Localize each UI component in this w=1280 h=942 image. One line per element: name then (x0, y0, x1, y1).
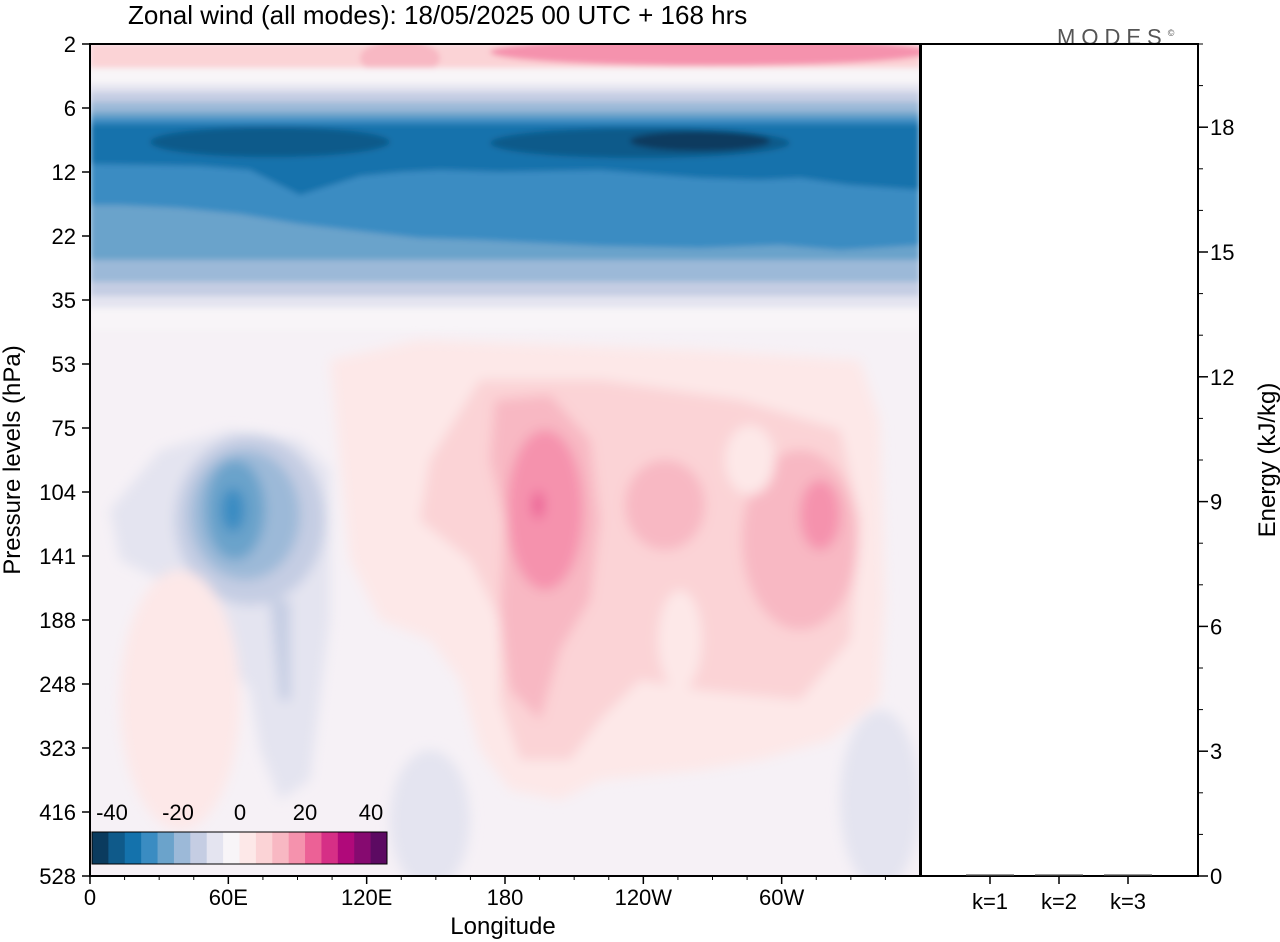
west-core-c2 (800, 480, 840, 550)
colorbar-label: 0 (234, 800, 246, 825)
band-top-core (490, 44, 920, 66)
x-tick-label: 60W (759, 885, 804, 910)
y-tick-label: 22 (52, 224, 76, 249)
energy-bar (1104, 874, 1152, 876)
category-label: k=1 (972, 889, 1008, 914)
band-lav-1 (90, 84, 920, 94)
energy-tick-label: 3 (1210, 739, 1222, 764)
colorbar-label: 20 (293, 800, 317, 825)
colorbar-swatch (288, 832, 306, 864)
colorbar-swatch (124, 832, 142, 864)
y-tick-label: 2 (64, 32, 76, 57)
colorbar-swatch (239, 832, 257, 864)
x-tick-label: 180 (487, 885, 524, 910)
colorbar-swatch (354, 832, 372, 864)
colorbar-label: -20 (162, 800, 194, 825)
y-tick-label: 416 (39, 800, 76, 825)
category-label: k=3 (1110, 889, 1146, 914)
colorbar-swatch (190, 832, 208, 864)
energy-bars (966, 874, 1152, 876)
colorbar-swatch (92, 832, 109, 864)
band-blue-1 (90, 102, 920, 112)
colorbar-swatch (370, 832, 388, 864)
colorbar: -40 -20 0 20 40 (91, 800, 388, 865)
modes-logo: MODES© (1057, 20, 1174, 50)
colorbar-swatch (173, 832, 191, 864)
x-tick-label: 0 (84, 885, 96, 910)
east-tail (270, 600, 290, 700)
x-tick-label: 120W (615, 885, 673, 910)
colorbar-swatch (321, 832, 339, 864)
energy-bar (1035, 874, 1083, 876)
chart-title: Zonal wind (all modes): 18/05/2025 00 UT… (128, 0, 748, 30)
energy-tick-label: 15 (1210, 240, 1234, 265)
band-lav-3 (90, 282, 920, 298)
low-blob-1 (390, 750, 470, 876)
x-axis-title: Longitude (450, 913, 555, 940)
colorbar-label: 40 (359, 800, 383, 825)
colorbar-swatch (272, 832, 290, 864)
colorbar-label: -40 (96, 800, 128, 825)
band-lav-4 (90, 296, 920, 310)
logo-text: MODES (1057, 24, 1168, 50)
band-lav-2 (90, 92, 920, 104)
bar-axes: 0 3 6 9 12 15 18 k=1 k=2 k=3 (972, 43, 1234, 914)
west-gap (725, 425, 775, 495)
energy-tick-label: 12 (1210, 365, 1234, 390)
heatmap-axes: 0 60E 120E 180 120W 60W 2 6 12 22 35 53 75 104 141 188 2… (39, 32, 886, 910)
logo-mark: © (1167, 28, 1175, 38)
colorbar-swatch (337, 832, 355, 864)
energy-tick-label: 18 (1210, 115, 1234, 140)
colorbar-swatch (157, 832, 175, 864)
west-core-b (625, 460, 705, 550)
y-tick-label: 104 (39, 480, 76, 505)
band-white (90, 68, 920, 84)
y-tick-label: 53 (52, 352, 76, 377)
band-top-core-2 (360, 44, 440, 76)
colorbar-swatch (305, 832, 322, 864)
x-tick-label: 120E (341, 885, 392, 910)
bar-panel-frame (920, 43, 1199, 877)
y-tick-label: 323 (39, 736, 76, 761)
y-tick-label: 141 (39, 544, 76, 569)
jet-core-1 (150, 127, 390, 157)
category-label: k=2 (1041, 889, 1077, 914)
low-blob-3 (120, 570, 240, 830)
west-core-a2 (532, 491, 544, 519)
energy-tick-label: 6 (1210, 614, 1222, 639)
colorbar-frame (91, 831, 388, 865)
x-tick-label: 60E (209, 885, 248, 910)
energy-bar (966, 874, 1014, 876)
heatmap-field (90, 44, 920, 876)
band-white-2 (90, 308, 920, 330)
y-axis-title: Pressure levels (hPa) (0, 345, 26, 574)
colorbar-swatch (255, 832, 273, 864)
energy-tick-label: 9 (1210, 490, 1222, 515)
jet-core-3 (630, 131, 770, 151)
y-tick-label: 35 (52, 288, 76, 313)
low-blob-2 (840, 710, 920, 876)
y-tick-label: 528 (39, 864, 76, 889)
colorbar-swatch (206, 832, 224, 864)
y-tick-label: 248 (39, 672, 76, 697)
west-core-a (507, 430, 583, 590)
east-core (221, 488, 245, 532)
y-tick-label: 75 (52, 416, 76, 441)
energy-tick-label: 0 (1210, 864, 1222, 889)
west-gap-2 (658, 590, 702, 690)
y-tick-label: 188 (39, 608, 76, 633)
colorbar-swatch (223, 832, 240, 864)
colorbar-swatch (108, 832, 126, 864)
energy-axis-title: Energy (kJ/kg) (1254, 383, 1280, 538)
y-tick-label: 6 (64, 96, 76, 121)
colorbar-swatch (141, 832, 159, 864)
y-tick-label: 12 (52, 160, 76, 185)
